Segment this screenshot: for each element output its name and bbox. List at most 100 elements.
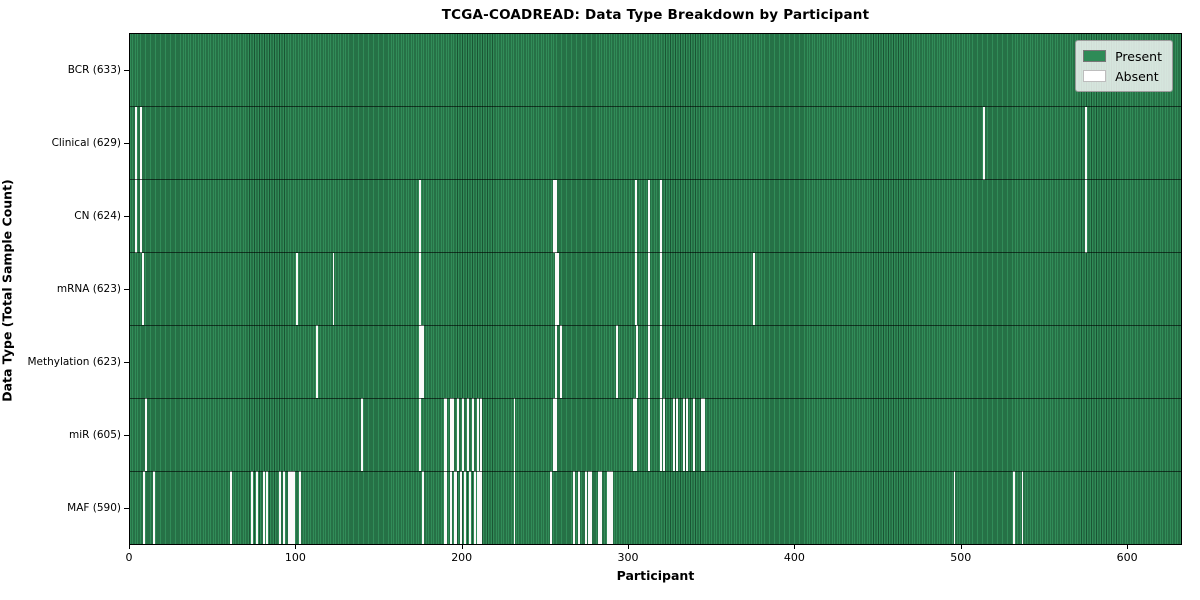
x-tick-label: 600 (1116, 551, 1138, 564)
legend-label: Absent (1115, 68, 1159, 84)
x-tick-mark (461, 545, 463, 549)
absent-stripe (360, 398, 363, 472)
absent-stripe (134, 179, 137, 253)
absent-stripe (472, 398, 474, 472)
absent-stripe (659, 325, 662, 399)
absent-stripe (480, 471, 483, 544)
x-tick-label: 400 (783, 551, 805, 564)
absent-stripe (953, 471, 956, 544)
absent-stripe (477, 471, 479, 544)
absent-stripe (256, 471, 259, 544)
absent-stripe (553, 398, 556, 472)
absent-stripe (467, 398, 469, 472)
absent-stripe (659, 179, 662, 253)
absent-stripe (460, 471, 463, 544)
absent-stripe (555, 179, 557, 253)
absent-stripe (702, 398, 705, 472)
y-tick-label-methylation: Methylation (623) (27, 356, 121, 369)
absent-stripe (634, 179, 637, 253)
absent-stripe (672, 398, 675, 472)
absent-stripe (676, 398, 679, 472)
absent-stripe (443, 471, 446, 544)
absent-stripe (450, 398, 453, 472)
absent-stripe (578, 471, 581, 544)
absent-stripe (584, 471, 587, 544)
absent-stripe (139, 179, 142, 253)
row-separator (130, 324, 1181, 326)
absent-stripe (462, 398, 464, 472)
x-tick-mark (628, 545, 630, 549)
heatmap-row-methylation (130, 325, 1181, 399)
absent-stripe (573, 471, 576, 544)
absent-stripe (453, 471, 456, 544)
y-tick-label-maf: MAF (590) (67, 502, 121, 515)
x-tick-label: 0 (125, 551, 133, 564)
absent-stripe (144, 398, 147, 472)
absent-stripe (513, 398, 516, 472)
absent-swatch-icon (1083, 70, 1107, 82)
absent-stripe (608, 471, 611, 544)
row-separator (130, 106, 1181, 108)
absent-stripe (229, 471, 232, 544)
row-separator (130, 470, 1181, 472)
absent-stripe (443, 398, 446, 472)
absent-stripe (445, 471, 448, 544)
y-tick-mark (124, 435, 129, 437)
heatmap-row-maf (130, 471, 1181, 544)
absent-stripe (251, 471, 254, 544)
legend: Present Absent (1075, 40, 1173, 92)
y-tick-mark (124, 289, 129, 290)
x-axis-label: Participant (616, 568, 695, 583)
absent-stripe (422, 471, 425, 544)
legend-label: Present (1115, 48, 1162, 64)
absent-stripe (292, 471, 295, 544)
absent-stripe (555, 398, 557, 472)
absent-stripe (513, 471, 516, 544)
heatmap-row-bcr (130, 34, 1181, 107)
absent-stripe (659, 398, 662, 472)
x-tick-mark (129, 545, 130, 549)
heatmap-row-mir (130, 398, 1181, 472)
chart-title: TCGA-COADREAD: Data Type Breakdown by Pa… (441, 7, 870, 23)
absent-stripe (455, 471, 458, 544)
absent-stripe (299, 471, 302, 544)
x-tick-mark (295, 545, 297, 549)
y-tick-mark (124, 508, 129, 510)
absent-stripe (633, 398, 635, 472)
absent-stripe (634, 398, 637, 472)
absent-stripe (445, 398, 448, 472)
absent-stripe (287, 471, 290, 544)
absent-stripe (983, 106, 986, 180)
absent-stripe (634, 252, 637, 326)
absent-stripe (1021, 471, 1024, 544)
absent-stripe (480, 398, 483, 472)
absent-stripe (556, 252, 559, 326)
absent-stripe (134, 106, 137, 180)
absent-stripe (555, 325, 557, 399)
x-tick-mark (960, 545, 962, 549)
absent-stripe (606, 471, 609, 544)
y-tick-mark (124, 142, 129, 144)
y-tick-label-cn: CN (624) (74, 209, 121, 222)
absent-stripe (1084, 179, 1087, 253)
x-tick-mark (1127, 545, 1129, 549)
absent-stripe (598, 471, 601, 544)
absent-stripe (1084, 106, 1087, 180)
present-swatch-icon (1083, 50, 1107, 62)
absent-stripe (463, 471, 466, 544)
absent-stripe (701, 398, 704, 472)
absent-stripe (468, 471, 471, 544)
absent-stripe (262, 471, 265, 544)
x-tick-label: 200 (451, 551, 473, 564)
absent-stripe (648, 252, 650, 326)
heatmap-row-mrna (130, 252, 1181, 326)
heatmap-row-clinical (130, 106, 1181, 180)
absent-stripe (418, 179, 421, 253)
absent-stripe (418, 398, 421, 472)
absent-stripe (588, 471, 591, 544)
absent-stripe (648, 325, 650, 399)
legend-item-absent: Absent (1083, 66, 1162, 86)
absent-stripe (418, 252, 421, 326)
y-tick-label-mir: miR (605) (68, 429, 121, 442)
